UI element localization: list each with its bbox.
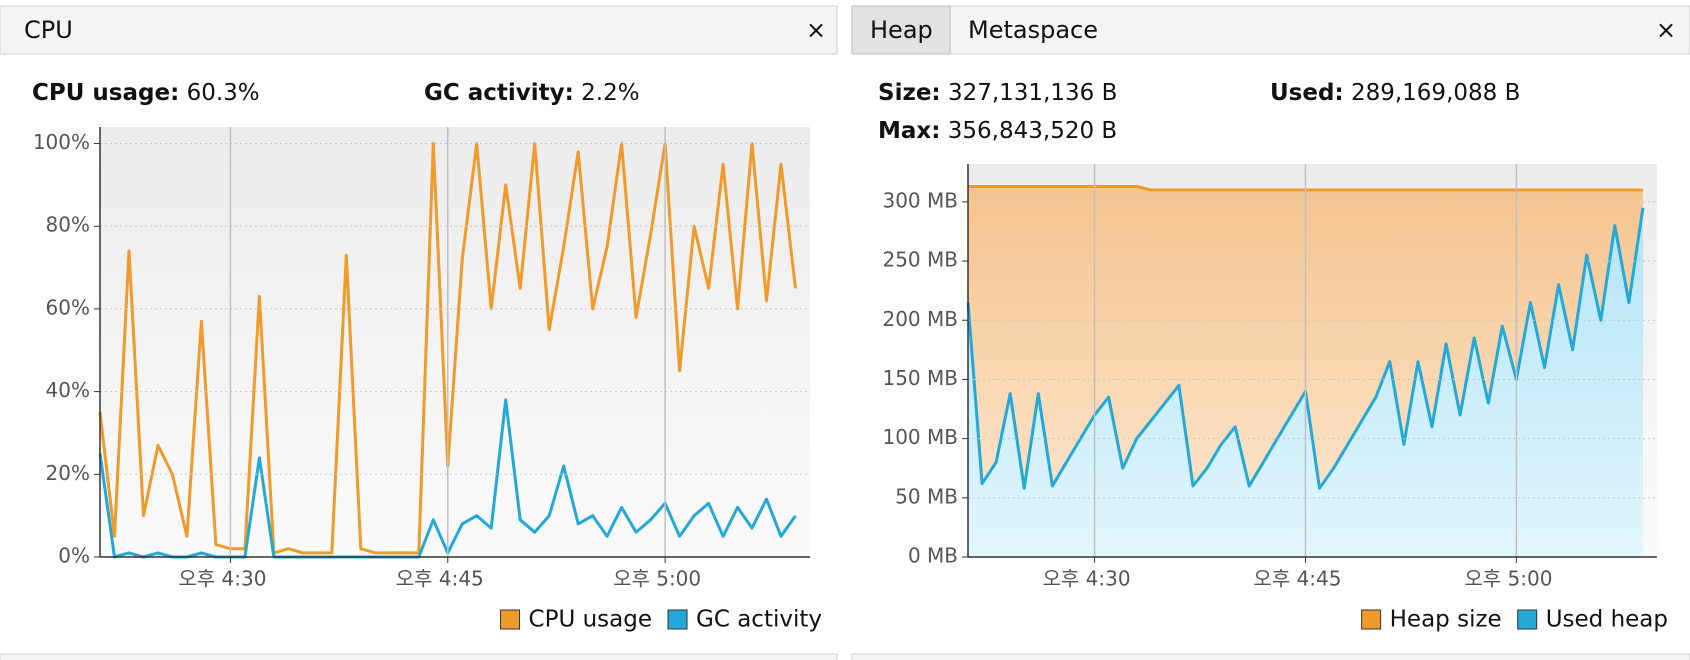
stat-value: 60.3% [187, 80, 260, 106]
stat-value: 2.2% [581, 80, 639, 106]
legend-label: GC activity [696, 607, 822, 633]
y-tick-label: 250 MB [882, 248, 958, 272]
stat-value: 289,169,088 B [1351, 80, 1520, 106]
stat-value: 356,843,520 B [948, 118, 1117, 144]
y-tick-label: 0% [58, 544, 90, 568]
y-tick-label: 100% [33, 130, 90, 154]
stat: GC activity: 2.2% [424, 80, 640, 106]
x-tick-label: 오후 4:30 [178, 567, 266, 591]
y-tick-label: 0 MB [908, 544, 958, 568]
tab-label[interactable]: Heap [870, 16, 933, 44]
y-tick-label: 60% [46, 295, 90, 319]
x-tick-label: 오후 5:00 [1464, 567, 1552, 591]
stat-label: GC activity: [424, 80, 574, 106]
y-tick-label: 100 MB [882, 425, 958, 449]
stat-label: Max: [878, 118, 940, 144]
stat-label: Used: [1270, 80, 1344, 106]
legend-label: Heap size [1390, 607, 1502, 633]
x-tick-label: 오후 5:00 [613, 567, 701, 591]
stat-value: 327,131,136 B [948, 80, 1117, 106]
stat: Max: 356,843,520 B [878, 118, 1117, 144]
legend-label: Used heap [1546, 607, 1668, 633]
y-tick-label: 300 MB [882, 188, 958, 212]
tab-bar [0, 5, 838, 55]
series-area [968, 207, 1643, 558]
y-tick-label: 20% [46, 461, 90, 485]
tab[interactable] [851, 5, 951, 55]
close-button[interactable]: × [806, 16, 826, 44]
tab-bar [0, 653, 838, 660]
stat: CPU usage: 60.3% [32, 80, 260, 106]
stat: Size: 327,131,136 B [878, 80, 1117, 106]
y-tick-label: 50 MB [895, 484, 958, 508]
stat-label: CPU usage: [32, 80, 179, 106]
y-tick-label: 150 MB [882, 366, 958, 390]
y-tick-label: 80% [46, 213, 90, 237]
legend-label: CPU usage [529, 607, 652, 633]
legend-swatch [1517, 609, 1538, 630]
legend-swatch [667, 609, 688, 630]
tab-label[interactable]: CPU [24, 16, 73, 44]
y-tick-label: 200 MB [882, 307, 958, 331]
tab-label[interactable]: Metaspace [968, 16, 1098, 44]
legend-swatch [500, 609, 521, 630]
x-tick-label: 오후 4:45 [396, 567, 484, 591]
close-button[interactable]: × [1656, 16, 1676, 44]
tab-bar [851, 5, 1690, 55]
tab-bar [851, 653, 1690, 660]
y-tick-label: 40% [46, 378, 90, 402]
x-tick-label: 오후 4:45 [1253, 567, 1341, 591]
stat-label: Size: [878, 80, 941, 106]
x-tick-label: 오후 4:30 [1043, 567, 1131, 591]
legend-swatch [1361, 609, 1382, 630]
stat: Used: 289,169,088 B [1270, 80, 1520, 106]
